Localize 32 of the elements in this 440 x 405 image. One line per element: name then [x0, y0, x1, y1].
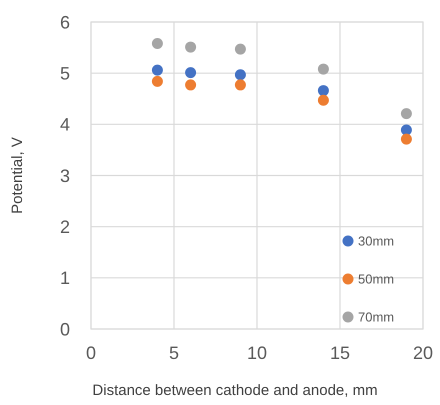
- y-tick-label: 2: [60, 216, 70, 237]
- point: [185, 79, 196, 90]
- x-tick-label: 15: [330, 343, 350, 363]
- point: [400, 134, 412, 145]
- y-tick-label: 5: [60, 63, 70, 84]
- y-tick-label: 0: [60, 319, 70, 340]
- point: [152, 76, 163, 87]
- point: [318, 94, 329, 106]
- point: [152, 38, 163, 49]
- x-tick-label: 0: [86, 343, 96, 363]
- point: [234, 69, 246, 80]
- point: [152, 64, 163, 76]
- point: [400, 108, 412, 120]
- x-tick-label: 10: [246, 343, 268, 363]
- x-tick-label: 5: [168, 343, 180, 363]
- point: [234, 44, 246, 55]
- x-axis-title: Distance between cathode and anode, mm: [92, 382, 378, 399]
- point: [234, 79, 246, 90]
- y-tick-label: 3: [60, 166, 70, 186]
- legend-label: 70mm: [358, 310, 394, 325]
- point: [400, 124, 412, 136]
- x-tick-label: 20: [412, 343, 434, 363]
- point: [185, 67, 196, 78]
- y-tick-label: 4: [60, 114, 70, 135]
- legend-label: 50mm: [358, 272, 394, 287]
- y-tick-label: 6: [60, 12, 70, 32]
- point: [318, 85, 329, 96]
- y-axis-title: Potential, V: [9, 137, 26, 214]
- point: [185, 42, 196, 53]
- point: [318, 64, 329, 75]
- y-tick-label: 1: [60, 268, 70, 288]
- legend-label: 30mm: [358, 234, 394, 249]
